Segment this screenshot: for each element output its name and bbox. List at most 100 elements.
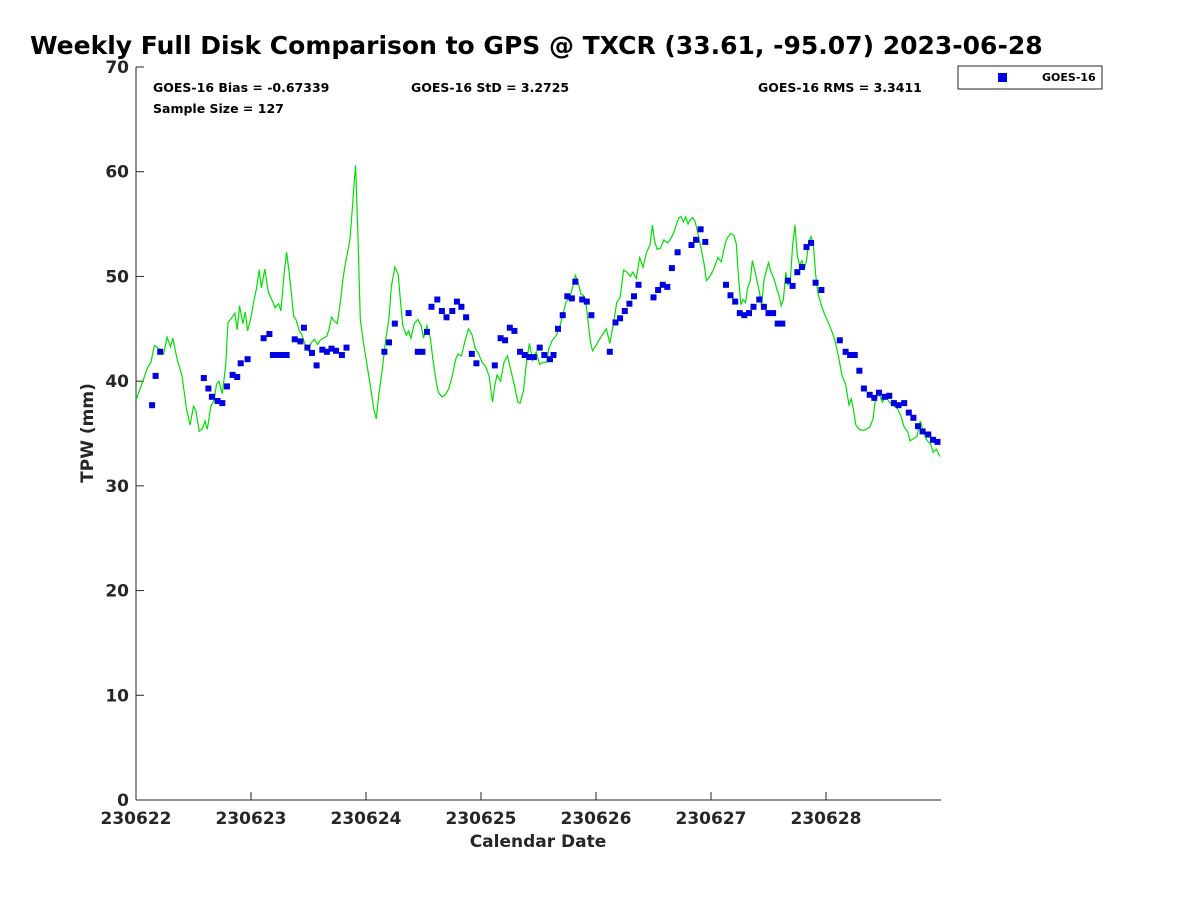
goes-16-point bbox=[635, 281, 642, 288]
goes-16-point bbox=[723, 281, 729, 288]
goes-16-point bbox=[547, 356, 553, 363]
x-axis-ticks: 230622 230623 230624 230625 230626 230627 2306… bbox=[101, 792, 862, 829]
goes-16-point bbox=[741, 312, 748, 319]
goes-16-point bbox=[579, 296, 586, 303]
plot-area bbox=[135, 67, 941, 801]
goes-16-point bbox=[915, 423, 921, 430]
goes-16-point bbox=[875, 389, 882, 396]
goes-16-point bbox=[732, 298, 739, 305]
goes-16-point bbox=[237, 360, 244, 367]
goes-16-point bbox=[688, 242, 695, 248]
stat-rms: GOES-16 RMS = 3.3411 bbox=[758, 80, 922, 95]
goes-16-point bbox=[323, 348, 330, 355]
x-tick-label: 230625 bbox=[446, 809, 517, 829]
goes-16-point bbox=[279, 352, 286, 358]
goes-16-point bbox=[934, 438, 941, 445]
goes-16-point bbox=[895, 402, 902, 409]
x-tick-label: 230628 bbox=[791, 809, 862, 829]
goes-16-point bbox=[910, 414, 917, 421]
goes-16-point bbox=[449, 308, 456, 314]
goes-16-point bbox=[886, 392, 893, 399]
goes-16-point bbox=[808, 239, 815, 246]
goes-16-point bbox=[502, 337, 509, 344]
goes-16-point bbox=[655, 287, 662, 293]
goes-16-point bbox=[338, 352, 345, 358]
goes-16-point bbox=[572, 278, 579, 285]
goes-16-point bbox=[297, 338, 304, 345]
goes-16-point bbox=[468, 350, 475, 357]
goes-16-point bbox=[521, 352, 528, 358]
y-tick-label: 50 bbox=[105, 267, 129, 287]
goes-16-point bbox=[458, 303, 465, 310]
goes-16-point bbox=[555, 325, 561, 332]
goes-16-point bbox=[541, 352, 548, 358]
goes-16-point bbox=[266, 331, 273, 337]
goes-16-point bbox=[803, 244, 810, 251]
goes-16-point bbox=[770, 310, 777, 317]
goes-16-point bbox=[386, 339, 392, 346]
goes-16-point bbox=[309, 349, 315, 356]
goes-16-point bbox=[438, 308, 445, 314]
y-tick-label: 40 bbox=[105, 372, 129, 392]
goes-16-point bbox=[779, 320, 786, 327]
goes-16-point bbox=[765, 310, 772, 317]
goes-16-point bbox=[612, 319, 619, 326]
goes-16-point bbox=[860, 385, 867, 392]
goes-16-point bbox=[149, 402, 156, 409]
goes-16-point bbox=[659, 281, 666, 288]
goes-16-point bbox=[473, 360, 480, 367]
goes-16-point bbox=[214, 398, 221, 404]
goes-16-point bbox=[304, 344, 311, 351]
goes-16-point bbox=[606, 348, 613, 355]
y-axis-ticks: 0 10 20 30 40 50 60 70 bbox=[105, 58, 144, 811]
goes-16-point bbox=[157, 348, 164, 355]
goes-16-point bbox=[536, 344, 543, 351]
goes-16-point bbox=[506, 324, 513, 331]
goes-16-point bbox=[564, 293, 571, 300]
goes-16-point bbox=[798, 264, 805, 270]
y-axis-label: TPW (mm) bbox=[78, 383, 98, 483]
goes-16-point bbox=[300, 324, 307, 331]
goes-16-point bbox=[405, 310, 412, 317]
gps-line-series bbox=[135, 165, 941, 457]
gps-tpw-line bbox=[135, 165, 941, 457]
goes-16-point bbox=[428, 303, 435, 310]
goes-16-point bbox=[291, 336, 298, 343]
goes-16-point bbox=[381, 348, 388, 355]
goes-16-point bbox=[205, 385, 212, 392]
legend-goes-16-marker bbox=[998, 73, 1007, 82]
goes-16-point bbox=[890, 400, 897, 407]
goes-16-point bbox=[785, 277, 791, 284]
stat-std: GOES-16 StD = 3.2725 bbox=[411, 80, 569, 95]
goes-16-point bbox=[617, 315, 624, 322]
goes-16-point bbox=[333, 347, 340, 354]
goes-16-point bbox=[851, 352, 858, 358]
legend: GOES-16 bbox=[957, 65, 1103, 90]
goes-16-point bbox=[750, 303, 757, 310]
goes-16-point bbox=[621, 308, 628, 314]
goes-16-point bbox=[693, 236, 700, 243]
goes-16-point bbox=[423, 328, 430, 335]
y-tick-label: 20 bbox=[105, 582, 129, 602]
goes-16-point bbox=[559, 312, 566, 319]
x-tick-label: 230627 bbox=[676, 809, 747, 829]
goes-16-point bbox=[269, 352, 276, 358]
goes-16-point bbox=[664, 283, 671, 290]
goes-16-point bbox=[419, 348, 426, 355]
goes-16-point bbox=[856, 367, 863, 374]
goes-16-point bbox=[443, 314, 450, 321]
stat-bias: GOES-16 Bias = -0.67339 bbox=[153, 80, 329, 95]
goes-16-point bbox=[530, 354, 537, 361]
goes-16-point bbox=[674, 249, 681, 256]
goes-16-point bbox=[650, 294, 657, 301]
legend-box bbox=[957, 65, 1103, 90]
x-tick-label: 230622 bbox=[101, 809, 172, 829]
goes-16-point bbox=[313, 362, 320, 369]
goes-16-point bbox=[434, 296, 441, 303]
goes-16-scatter-series bbox=[149, 226, 941, 445]
goes-16-point bbox=[919, 428, 926, 435]
goes-16-point bbox=[760, 303, 767, 310]
goes-16-point bbox=[497, 335, 504, 342]
x-tick-label: 230624 bbox=[331, 809, 402, 829]
goes-16-point bbox=[511, 327, 518, 334]
